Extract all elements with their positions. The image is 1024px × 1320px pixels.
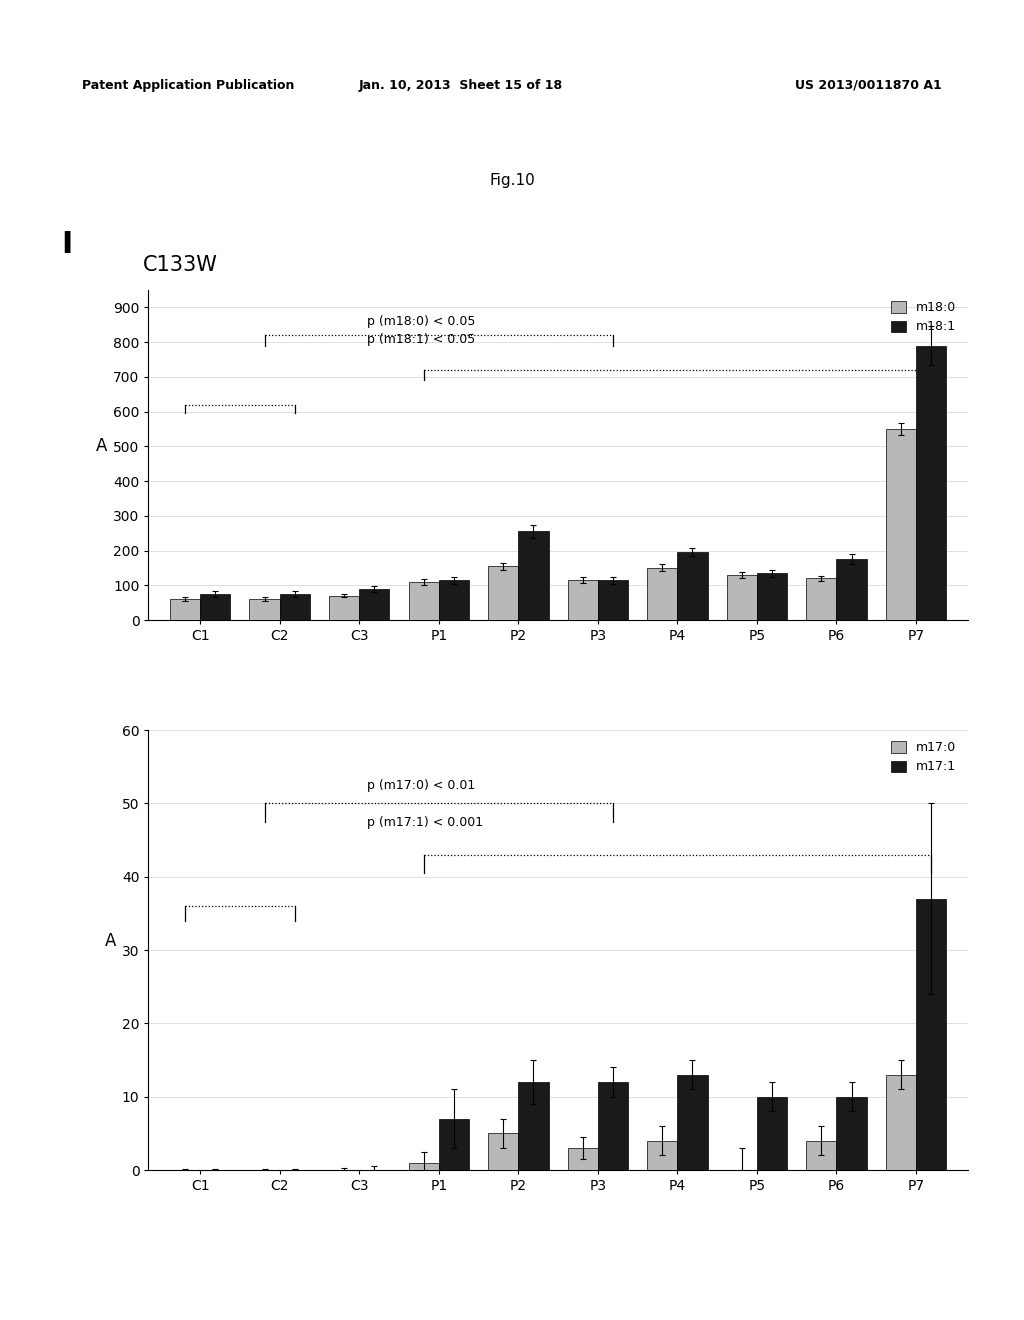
Text: Patent Application Publication: Patent Application Publication xyxy=(82,78,294,91)
Bar xyxy=(518,1082,549,1170)
Bar xyxy=(409,582,438,620)
Bar xyxy=(806,578,837,620)
Bar xyxy=(359,589,389,620)
Text: C133W: C133W xyxy=(143,255,218,275)
Bar xyxy=(567,579,598,620)
Bar xyxy=(916,346,946,620)
Bar xyxy=(647,1140,678,1170)
Y-axis label: A: A xyxy=(105,932,117,950)
Bar xyxy=(598,579,628,620)
Bar xyxy=(329,595,359,620)
Bar xyxy=(678,1074,708,1170)
Bar xyxy=(488,1134,518,1170)
Bar xyxy=(727,574,757,620)
Bar xyxy=(518,532,549,620)
Text: p (m18:0) < 0.05: p (m18:0) < 0.05 xyxy=(368,315,475,329)
Bar xyxy=(886,429,916,620)
Legend: m17:0, m17:1: m17:0, m17:1 xyxy=(886,737,962,779)
Bar xyxy=(837,560,866,620)
Bar xyxy=(170,599,200,620)
Bar xyxy=(438,1118,469,1170)
Bar xyxy=(280,594,310,620)
Bar xyxy=(200,594,230,620)
Text: p (m17:1) < 0.001: p (m17:1) < 0.001 xyxy=(368,816,483,829)
Bar xyxy=(757,1097,787,1170)
Bar xyxy=(678,552,708,620)
Bar xyxy=(598,1082,628,1170)
Bar xyxy=(647,568,678,620)
Bar xyxy=(916,899,946,1170)
Bar xyxy=(837,1097,866,1170)
Bar xyxy=(757,573,787,620)
Text: p (m18:1) < 0.05: p (m18:1) < 0.05 xyxy=(368,333,475,346)
Bar xyxy=(806,1140,837,1170)
Text: US 2013/0011870 A1: US 2013/0011870 A1 xyxy=(796,78,942,91)
Bar xyxy=(409,1163,438,1170)
Y-axis label: A: A xyxy=(96,437,108,455)
Text: p (m17:0) < 0.01: p (m17:0) < 0.01 xyxy=(368,779,475,792)
Bar xyxy=(250,599,280,620)
Bar xyxy=(567,1148,598,1170)
Bar xyxy=(886,1074,916,1170)
Text: I: I xyxy=(61,230,73,259)
Bar xyxy=(438,579,469,620)
Text: Fig.10: Fig.10 xyxy=(489,173,535,187)
Legend: m18:0, m18:1: m18:0, m18:1 xyxy=(886,296,962,338)
Bar xyxy=(488,566,518,620)
Text: Jan. 10, 2013  Sheet 15 of 18: Jan. 10, 2013 Sheet 15 of 18 xyxy=(358,78,563,91)
